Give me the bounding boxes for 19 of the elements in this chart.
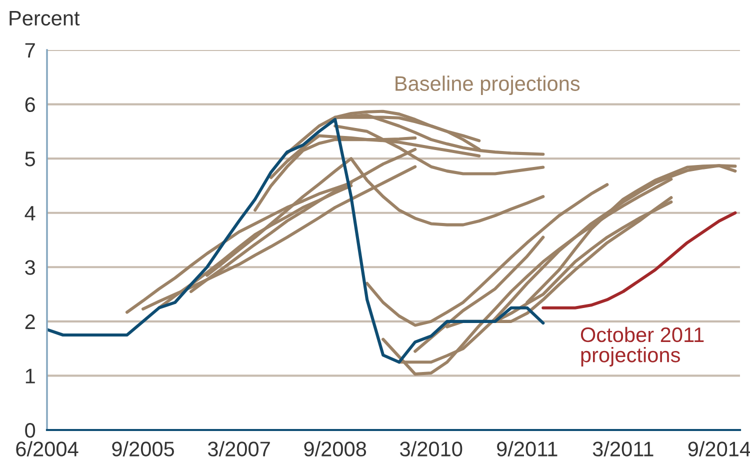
y-tick-label: 1 [26,368,35,384]
x-tick-label: 9/2011 [497,441,558,456]
x-tick-label: 9/2008 [304,441,366,456]
series-label: October 2011 projections [580,326,704,366]
y-tick-label: 4 [24,206,36,220]
y-tick-label: 7 [25,43,35,58]
y-tick-label: 3 [25,260,35,275]
y-tick-label: 5 [25,152,36,166]
x-tick-label: 3/2007 [208,441,270,456]
x-tick-label: 3/2010 [400,441,462,456]
y-axis-title: Percent [10,11,80,26]
x-tick-label: 9/2005 [112,441,174,456]
x-tick-label: 3/2011 [592,441,654,456]
y-tick-label: 6 [25,97,35,112]
x-tick-label: 6/2004 [16,441,78,456]
y-tick-label: 0 [25,423,36,438]
series-label: Baseline projections [396,76,580,96]
x-tick-label: 9/2014 [688,441,750,456]
y-tick-label: 2 [25,314,35,329]
